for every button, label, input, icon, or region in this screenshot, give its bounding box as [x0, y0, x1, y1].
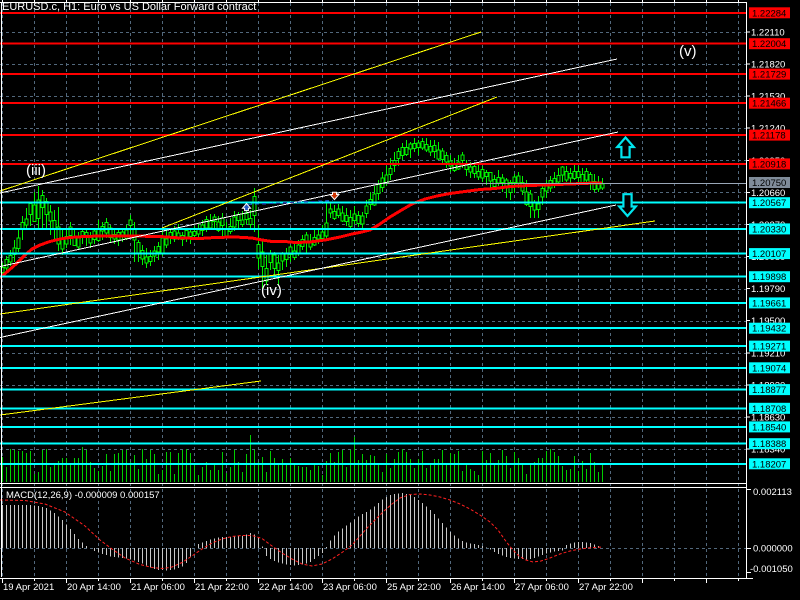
- svg-text:1.21820: 1.21820: [751, 60, 785, 71]
- svg-text:1.19500: 1.19500: [751, 316, 785, 327]
- svg-text:1.22004: 1.22004: [752, 39, 786, 50]
- svg-text:1.21530: 1.21530: [751, 92, 785, 103]
- svg-text:19 Apr 2021: 19 Apr 2021: [3, 582, 54, 593]
- svg-text:1.18630: 1.18630: [751, 413, 785, 424]
- svg-text:1.18708: 1.18708: [752, 404, 786, 415]
- svg-text:(iii): (iii): [26, 162, 46, 179]
- svg-text:1.19074: 1.19074: [752, 363, 786, 374]
- svg-text:21 Apr 22:00: 21 Apr 22:00: [195, 582, 249, 593]
- svg-text:(v): (v): [679, 43, 697, 60]
- svg-text:1.20660: 1.20660: [751, 188, 785, 199]
- svg-text:1.19898: 1.19898: [752, 272, 786, 283]
- svg-text:1.21240: 1.21240: [751, 124, 785, 135]
- svg-text:1.20330: 1.20330: [752, 224, 786, 235]
- svg-text:(iv): (iv): [261, 282, 282, 299]
- svg-text:1.21466: 1.21466: [752, 99, 786, 110]
- svg-text:25 Apr 22:00: 25 Apr 22:00: [387, 582, 441, 593]
- svg-text:1.18877: 1.18877: [752, 385, 786, 396]
- svg-text:1.19210: 1.19210: [751, 348, 785, 359]
- svg-text:21 Apr 06:00: 21 Apr 06:00: [131, 582, 185, 593]
- svg-text:1.20750: 1.20750: [752, 178, 786, 189]
- svg-text:22 Apr 14:00: 22 Apr 14:00: [259, 582, 313, 593]
- svg-text:-0.001050: -0.001050: [750, 564, 793, 575]
- svg-text:1.19661: 1.19661: [752, 298, 786, 309]
- svg-text:27 Apr 06:00: 27 Apr 06:00: [515, 582, 569, 593]
- svg-text:EURUSD.c, H1: Euro vs US Doll: EURUSD.c, H1: Euro vs US Dollar Forward …: [2, 1, 256, 13]
- svg-text:23 Apr 06:00: 23 Apr 06:00: [323, 582, 377, 593]
- svg-text:0.000000: 0.000000: [753, 544, 793, 555]
- svg-text:1.20567: 1.20567: [752, 198, 786, 209]
- svg-text:1.21729: 1.21729: [752, 70, 786, 81]
- svg-text:0.002113: 0.002113: [753, 487, 792, 498]
- svg-text:1.19790: 1.19790: [751, 284, 785, 295]
- svg-text:1.20918: 1.20918: [752, 159, 786, 170]
- svg-text:1.20107: 1.20107: [752, 249, 786, 260]
- svg-text:1.18540: 1.18540: [752, 422, 786, 433]
- svg-text:1.22284: 1.22284: [752, 8, 786, 19]
- svg-text:1.18207: 1.18207: [752, 459, 786, 470]
- svg-text:MACD(12,26,9) -0.000009 0.0001: MACD(12,26,9) -0.000009 0.000157: [6, 490, 160, 501]
- svg-text:27 Apr 22:00: 27 Apr 22:00: [579, 582, 633, 593]
- svg-text:1.18340: 1.18340: [751, 445, 785, 456]
- svg-text:1.21178: 1.21178: [752, 131, 786, 142]
- svg-text:1.19432: 1.19432: [752, 324, 786, 335]
- svg-text:1.18388: 1.18388: [752, 439, 786, 450]
- svg-text:1.22110: 1.22110: [751, 28, 785, 39]
- svg-text:26 Apr 14:00: 26 Apr 14:00: [451, 582, 505, 593]
- svg-text:20 Apr 14:00: 20 Apr 14:00: [67, 582, 121, 593]
- svg-text:1.19271: 1.19271: [752, 342, 786, 353]
